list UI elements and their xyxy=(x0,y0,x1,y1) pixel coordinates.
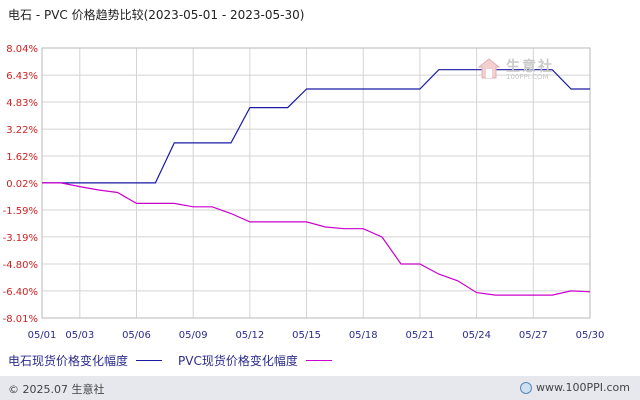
x-tick-label: 05/18 xyxy=(349,330,378,341)
footer-bar: © 2025.07 生意社 www.100PPI.com xyxy=(0,376,640,400)
x-tick-label: 05/03 xyxy=(65,330,94,341)
series-line-carbide xyxy=(42,69,590,184)
tick-labels: 8.04% 6.43% 4.83% 3.22% 1.62% 0.02% -1.59% -3.1… xyxy=(3,44,605,341)
watermark-name: 生意社 xyxy=(506,59,554,75)
y-tick-label: 8.04% xyxy=(6,44,38,55)
legend-swatch-pvc xyxy=(305,360,332,361)
legend-label-pvc: PVC现货价格变化幅度 xyxy=(178,354,298,368)
x-tick-label: 05/12 xyxy=(235,330,264,341)
y-tick-label: -4.80% xyxy=(3,260,38,271)
x-tick-label: 05/24 xyxy=(462,330,491,341)
legend-item-carbide: 电石现货价格变化幅度 xyxy=(8,352,170,369)
x-tick-label: 05/06 xyxy=(122,330,151,341)
y-tick-label: 4.83% xyxy=(6,98,38,109)
x-tick-label: 05/15 xyxy=(292,330,321,341)
y-tick-label: -6.40% xyxy=(3,287,38,298)
x-tick-label: 05/27 xyxy=(519,330,548,341)
legend-item-pvc: PVC现货价格变化幅度 xyxy=(178,352,340,369)
x-tick-label: 05/30 xyxy=(576,330,605,341)
y-tick-label: -3.19% xyxy=(3,233,38,244)
y-tick-label: 6.43% xyxy=(6,71,38,82)
x-tick-label: 05/01 xyxy=(28,330,57,341)
y-tick-label: -1.59% xyxy=(3,206,38,217)
legend-swatch-carbide xyxy=(136,360,163,361)
footer-site-text: www.100PPI.com xyxy=(536,381,630,394)
footer-site-link[interactable]: www.100PPI.com xyxy=(520,381,630,394)
y-tick-label: 0.02% xyxy=(6,179,38,190)
series-line-pvc xyxy=(42,182,591,296)
logo-icon xyxy=(478,58,500,79)
series-lines xyxy=(42,69,591,296)
chart-title: 电石 - PVC 价格趋势比较(2023-05-01 - 2023-05-30) xyxy=(8,8,305,22)
legend: 电石现货价格变化幅度 PVC现货价格变化幅度 xyxy=(8,352,348,369)
watermark-url: 100PPI.COM xyxy=(506,73,549,81)
y-tick-label: 3.22% xyxy=(6,125,38,136)
watermark-logo: 生意社 100PPI.COM xyxy=(478,56,578,82)
footer-copyright: © 2025.07 生意社 xyxy=(8,383,105,396)
globe-icon xyxy=(520,381,533,394)
y-tick-label: 1.62% xyxy=(6,152,38,163)
legend-label-carbide: 电石现货价格变化幅度 xyxy=(8,354,129,368)
x-tick-label: 05/21 xyxy=(406,330,435,341)
x-tick-label: 05/09 xyxy=(179,330,208,341)
y-tick-label: -8.01% xyxy=(3,314,38,325)
